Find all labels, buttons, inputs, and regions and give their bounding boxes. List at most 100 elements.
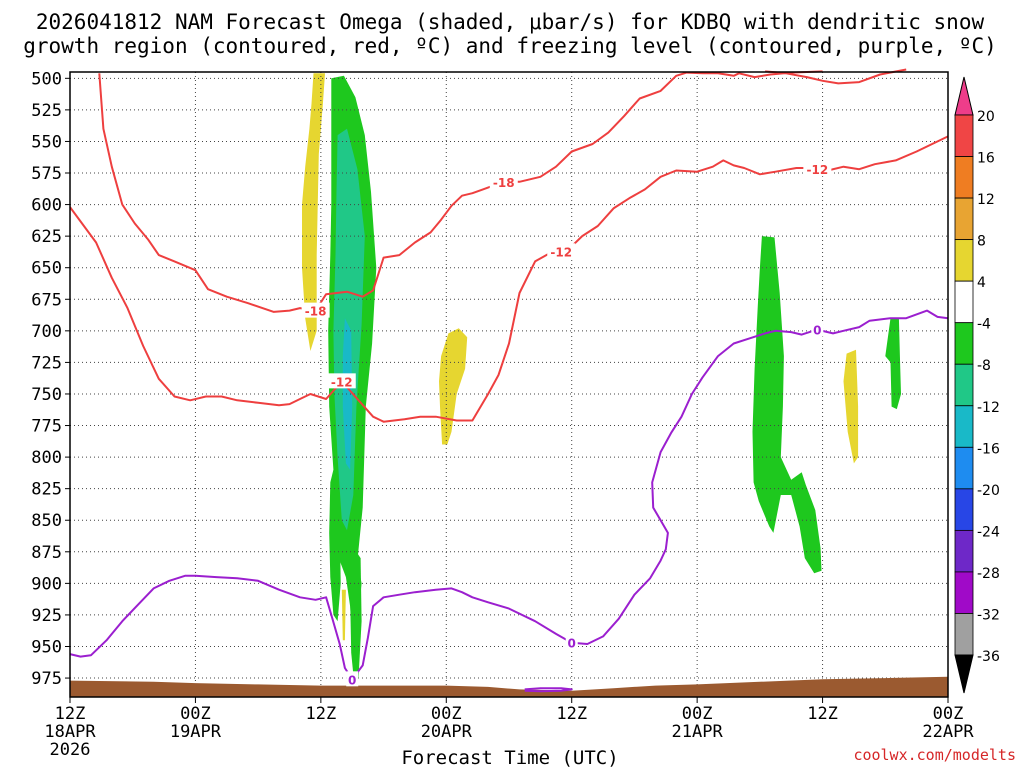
plot-frame — [69, 71, 949, 698]
colorbar-label-6: -8 — [977, 358, 991, 374]
y-tick-label-850: 850 — [31, 511, 62, 531]
x-tick-label-60-1: 21APR — [672, 722, 724, 742]
credit-link[interactable]: coolwx.com/modelts — [853, 746, 1016, 764]
y-tick-label-700: 700 — [31, 322, 62, 342]
colorbar-swatch-2 — [954, 197, 974, 241]
colorbar-swatch-0 — [954, 114, 974, 157]
y-axis: 500 525 550 575 600 625 650 675 700 725 750 775 800 8… — [31, 69, 70, 689]
contour-label-bg-0-0 — [301, 302, 330, 318]
y-tick-label-675: 675 — [31, 290, 62, 310]
x-tick-label-36-1: 20APR — [421, 722, 473, 742]
y-tick-label-750: 750 — [31, 385, 62, 405]
omega-region-6 — [885, 318, 901, 410]
contour-line-2 — [69, 135, 949, 423]
contour-label-2-2: -12 — [807, 163, 829, 177]
colorbar-top-arrow — [954, 76, 974, 116]
y-tick-label-875: 875 — [31, 543, 62, 563]
contour-label-2-0: -12 — [331, 375, 353, 389]
x-tick-label-0-0: 12Z — [55, 704, 86, 724]
contour-label-3-1: 0 — [568, 637, 576, 651]
omega-region-3 — [350, 545, 362, 685]
contour-label-0-1: -18 — [493, 176, 515, 190]
x-tick-label-12-0: 00Z — [180, 704, 211, 724]
y-tick-label-525: 525 — [31, 101, 62, 121]
terrain-ground — [70, 676, 948, 697]
colorbar-swatch-4 — [954, 280, 974, 324]
colorbar-swatch-9 — [954, 488, 974, 531]
colorbar-swatch-10 — [954, 529, 974, 573]
y-tick-label-800: 800 — [31, 448, 62, 468]
colorbar-swatch-8 — [954, 446, 974, 490]
colorbar-label-1: 16 — [977, 151, 995, 167]
contour-label-2-1: -12 — [550, 245, 572, 259]
y-tick-label-725: 725 — [31, 353, 62, 373]
colorbar-label-13: -36 — [977, 649, 1000, 665]
colorbar-label-12: -32 — [977, 607, 1000, 623]
contour-label-bg-2-2 — [803, 161, 832, 177]
x-tick-label-24-0: 12Z — [305, 704, 336, 724]
y-tick-label-500: 500 — [31, 69, 62, 89]
omega-region-5 — [752, 236, 822, 574]
colorbar-label-5: -4 — [977, 317, 991, 333]
contour-label-0-0: -18 — [305, 305, 327, 319]
x-tick-label-36-0: 00Z — [431, 704, 462, 724]
x-tick-label-48-0: 12Z — [556, 704, 587, 724]
y-tick-label-900: 900 — [31, 574, 62, 594]
contour-label-3-0: 0 — [348, 673, 356, 687]
omega-region-9 — [843, 349, 859, 464]
colorbar-label-3: 8 — [977, 234, 986, 250]
contour-label-bg-2-1 — [547, 243, 576, 259]
contour-label-bg-3-0 — [346, 671, 359, 687]
y-tick-label-975: 975 — [31, 669, 62, 689]
x-tick-label-72-0: 12Z — [807, 704, 838, 724]
omega-region-7 — [302, 73, 325, 352]
y-tick-label-625: 625 — [31, 227, 62, 247]
y-tick-label-925: 925 — [31, 606, 62, 626]
x-tick-label-0-2: 2026 — [50, 740, 91, 760]
y-tick-label-550: 550 — [31, 132, 62, 152]
colorbar-label-11: -28 — [977, 566, 1000, 582]
plot-area: -18 -18 -12 -12 -12 0 0 0 — [69, 68, 949, 698]
y-tick-label-825: 825 — [31, 480, 62, 500]
y-tick-label-650: 650 — [31, 259, 62, 279]
omega-region-4 — [342, 318, 353, 470]
omega-region-8 — [439, 328, 468, 445]
x-tick-label-60-0: 00Z — [682, 704, 713, 724]
colorbar-label-4: 4 — [977, 275, 986, 291]
colorbar-label-7: -12 — [977, 400, 1000, 416]
contour-label-bg-0-1 — [489, 173, 518, 189]
y-tick-label-600: 600 — [31, 196, 62, 216]
colorbar: 20 16 12 8 4 -4 -8 -12 -16 -20 -24 -28 -32 -36 — [954, 76, 1000, 694]
colorbar-bottom-arrow — [954, 654, 974, 694]
contour-line-3 — [69, 309, 949, 681]
contour-label-bg-3-2 — [811, 321, 824, 337]
x-axis-title: Forecast Time (UTC) — [401, 747, 618, 768]
colorbar-label-2: 12 — [977, 192, 995, 208]
colorbar-swatch-5 — [954, 322, 974, 365]
y-tick-label-575: 575 — [31, 164, 62, 184]
chart-title-line2: growth region (contoured, red, ºC) and f… — [23, 34, 997, 58]
colorbar-swatch-12 — [954, 613, 974, 656]
colorbar-label-9: -20 — [977, 483, 1000, 499]
omega-region-2 — [329, 469, 341, 622]
colorbar-swatch-6 — [954, 363, 974, 407]
y-tick-label-950: 950 — [31, 637, 62, 657]
y-tick-label-775: 775 — [31, 417, 62, 437]
contour-line-1 — [765, 68, 907, 85]
x-tick-label-84-1: 22APR — [922, 722, 974, 742]
contour-line-4 — [524, 687, 573, 693]
colorbar-label-0: 20 — [977, 109, 995, 125]
contour-label-3-2: 0 — [813, 324, 821, 338]
contour-label-bg-2-0 — [327, 373, 356, 389]
colorbar-label-8: -16 — [977, 441, 1000, 457]
omega-region-10 — [341, 589, 346, 641]
colorbar-label-10: -24 — [977, 524, 1000, 540]
colorbar-swatch-1 — [954, 156, 974, 199]
colorbar-swatch-7 — [954, 405, 974, 448]
x-tick-label-84-0: 00Z — [933, 704, 964, 724]
colorbar-swatch-3 — [954, 239, 974, 282]
x-tick-label-0-1: 18APR — [44, 722, 96, 742]
x-tick-label-12-1: 19APR — [170, 722, 222, 742]
